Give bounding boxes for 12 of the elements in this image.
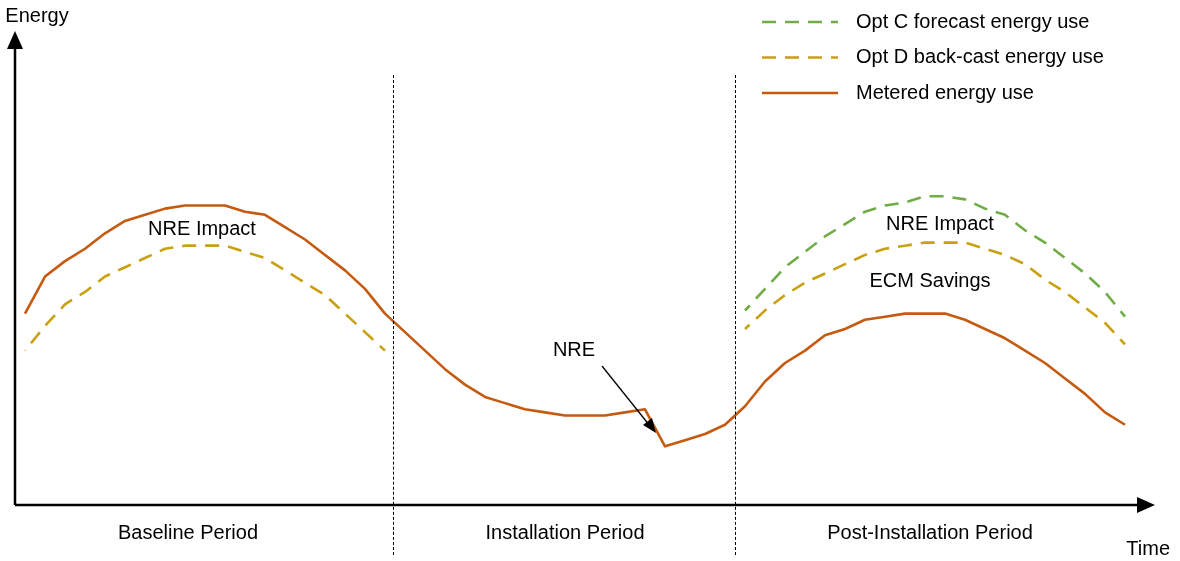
text: Installation Period bbox=[485, 520, 645, 543]
annotation: ECM Savings bbox=[869, 268, 991, 291]
text: Baseline Period bbox=[117, 520, 259, 543]
x-axis-title: Time bbox=[1126, 536, 1170, 559]
text: Post-Installation Period bbox=[827, 520, 1033, 543]
annotation: NRE bbox=[552, 337, 596, 360]
annotation: NRE Impact bbox=[148, 216, 257, 239]
legend-label: Metered energy use bbox=[856, 80, 1034, 103]
annotation: NRE Impact bbox=[886, 211, 995, 234]
legend-label: Opt D back-cast energy use bbox=[856, 45, 1104, 68]
text: Energy bbox=[5, 3, 69, 26]
legend-label: Opt C forecast energy use bbox=[856, 9, 1090, 32]
